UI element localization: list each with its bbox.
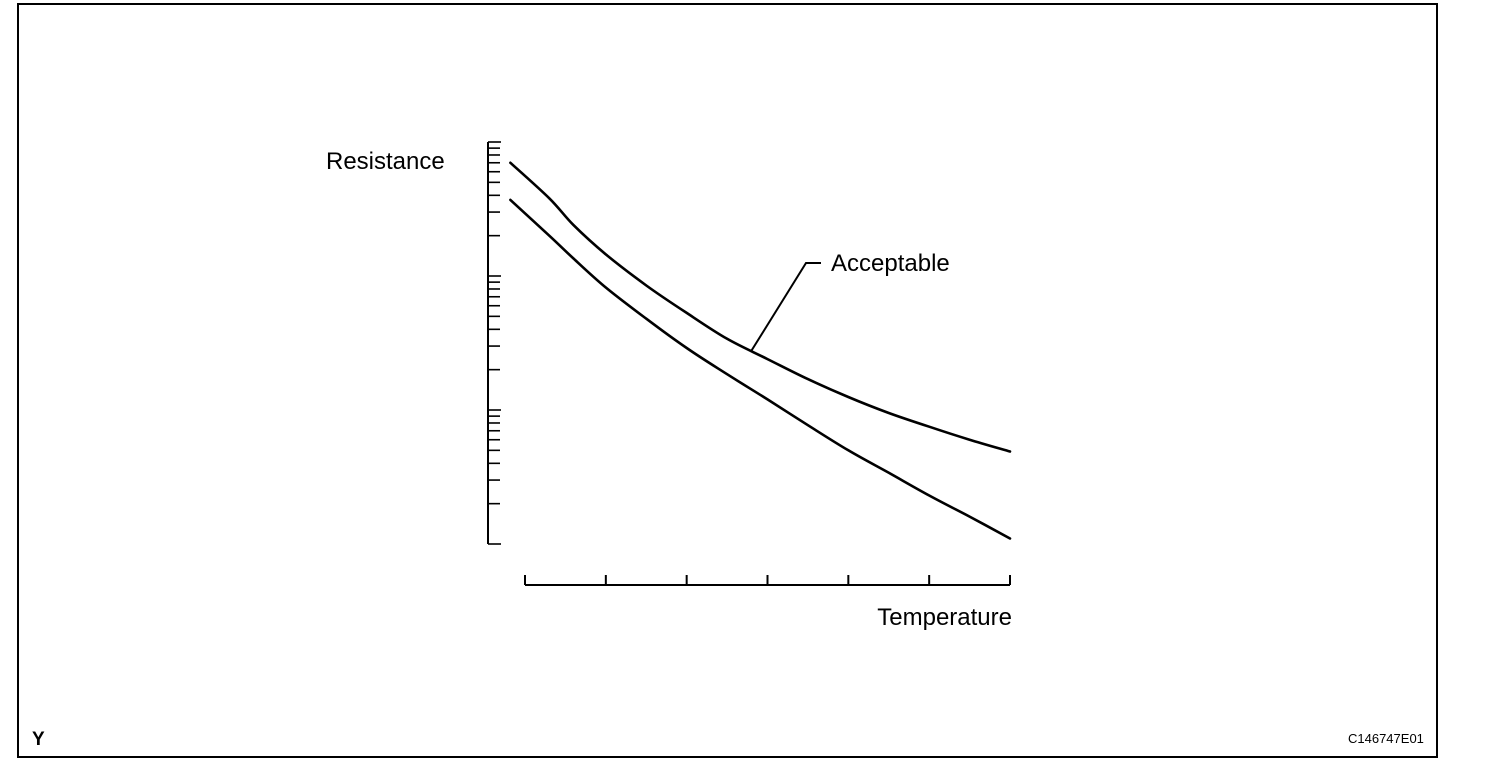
figure-id: C146747E01 — [1348, 731, 1424, 746]
figure-frame — [17, 3, 1438, 758]
annotation-acceptable-label: Acceptable — [831, 250, 950, 277]
y-axis-label: Resistance — [326, 148, 445, 175]
x-axis-label: Temperature — [877, 604, 1012, 631]
series-lower-curve — [509, 198, 1012, 540]
annotation-layer — [750, 262, 821, 352]
y-axis — [487, 141, 501, 545]
corner-letter: Y — [32, 729, 45, 750]
x-axis — [524, 575, 1011, 586]
annotation-leader-line — [750, 262, 821, 352]
series-layer — [509, 161, 1012, 540]
series-upper-curve — [509, 161, 1012, 453]
